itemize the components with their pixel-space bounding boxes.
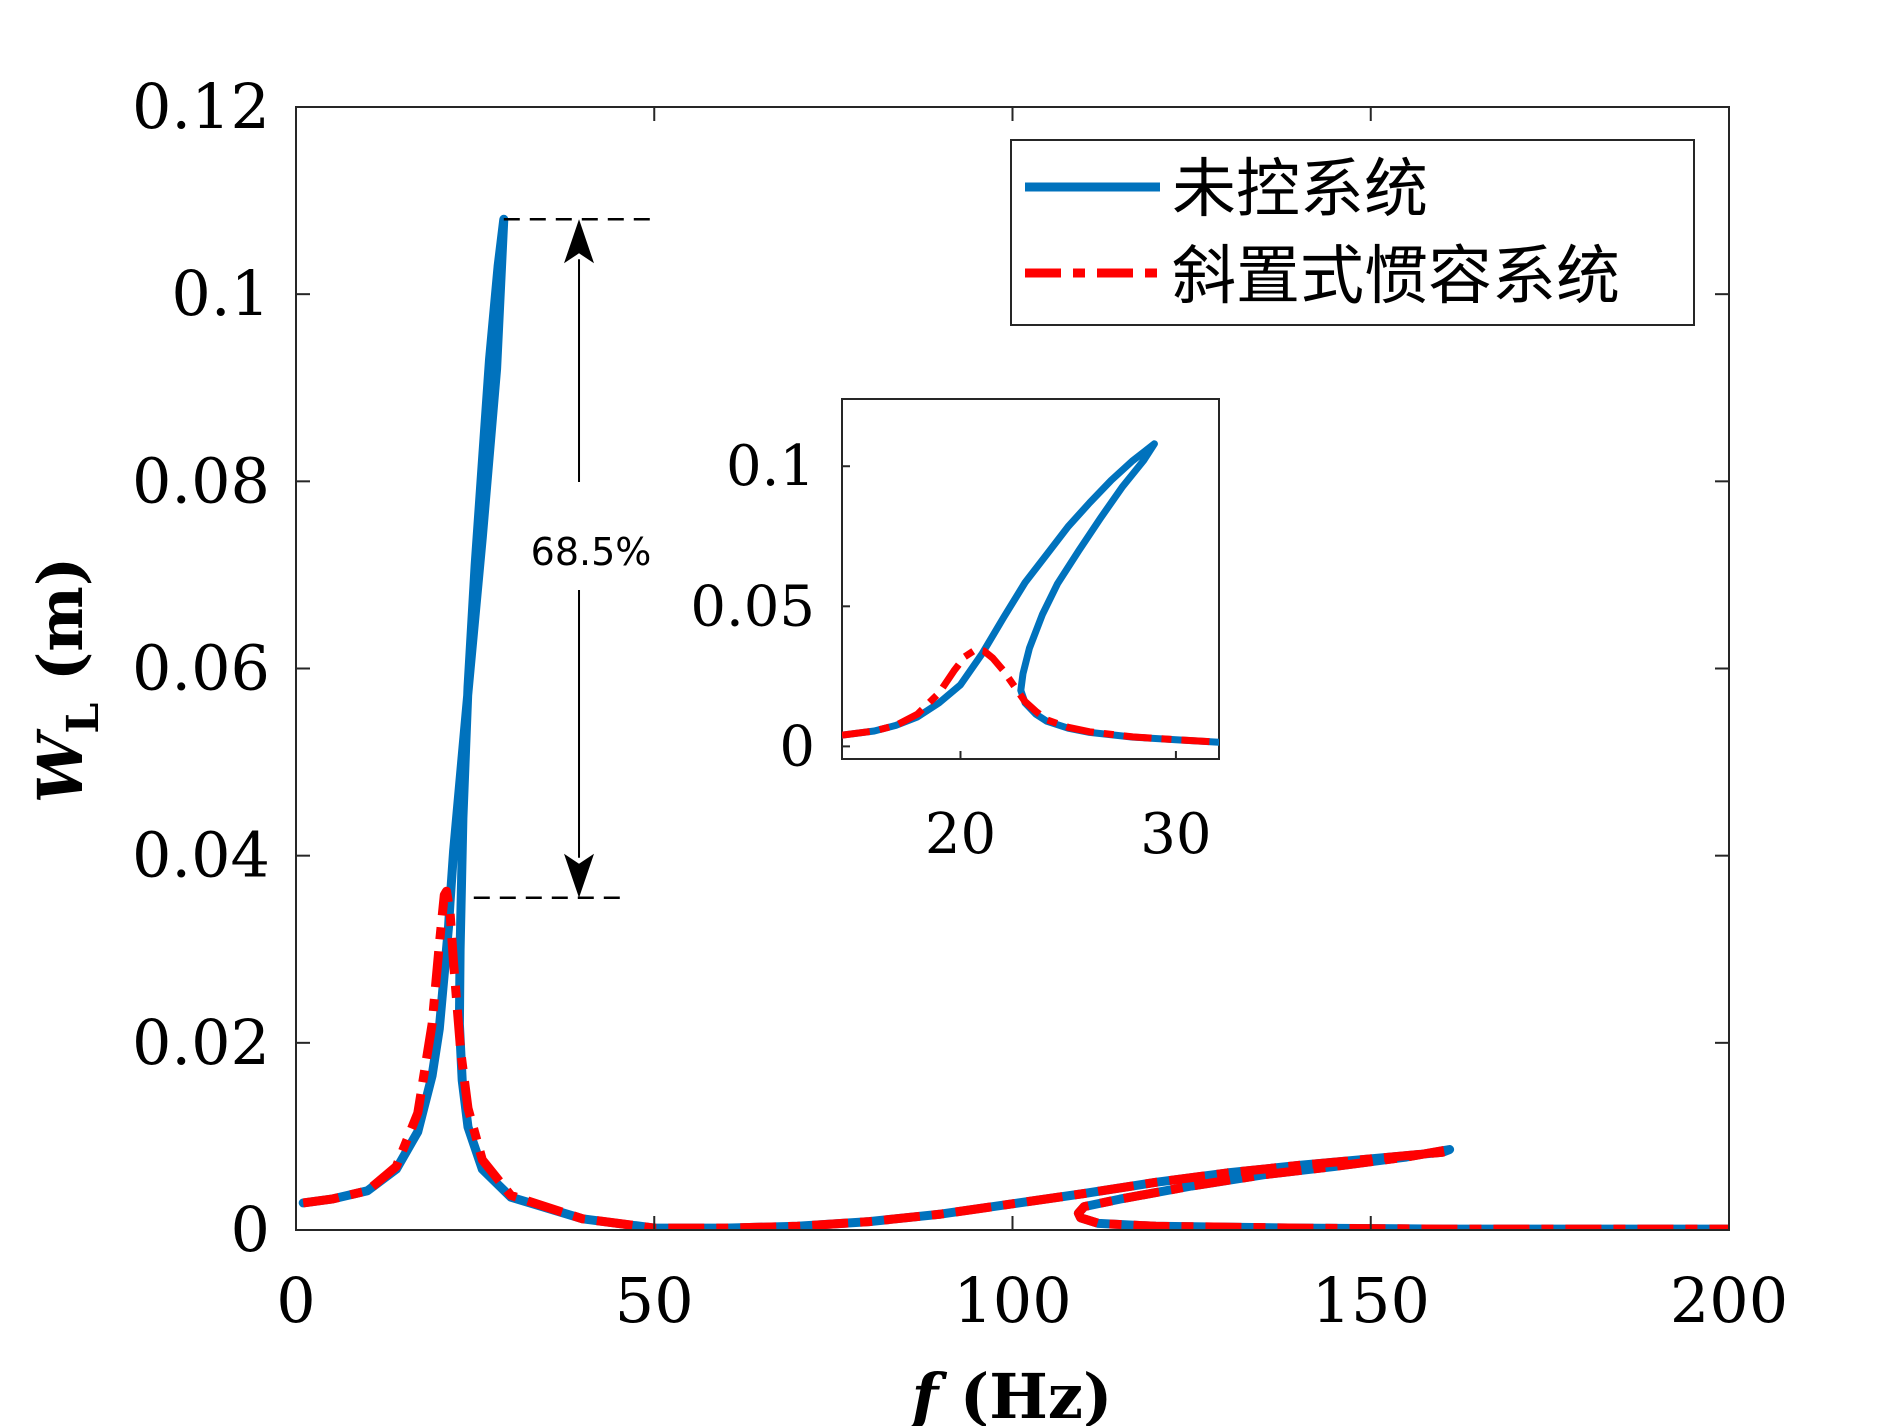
x-tick-label: 50 — [615, 1264, 694, 1337]
inset-tick-layer: 20 30 0 0.05 0.1 — [690, 434, 1211, 867]
inset-series-line-inerter — [842, 646, 1219, 746]
y-tick-label: 0.1 — [171, 257, 270, 330]
x-axis-label: f (Hz) — [908, 1360, 1113, 1426]
y-tick-label: 0.12 — [132, 70, 270, 143]
y-axis-unit: (m) — [24, 557, 97, 703]
x-tick-label: 200 — [1670, 1264, 1788, 1337]
arrow-head-down — [564, 853, 595, 898]
inset-x-tick-label: 20 — [925, 802, 996, 867]
legend-label-inerter: 斜置式惯容系统 — [1172, 240, 1620, 314]
inset-y-tick-label: 0.05 — [690, 574, 815, 639]
y-axis-variable: W — [24, 728, 97, 803]
y-axis-label: WL (m) — [24, 557, 109, 803]
legend-box — [1010, 139, 1695, 326]
y-tick-label: 0.04 — [132, 819, 270, 892]
reduction-annotation — [473, 218, 658, 900]
x-tick-label: 0 — [276, 1264, 315, 1337]
y-tick-label: 0.08 — [132, 444, 270, 517]
x-tick-label: 100 — [953, 1264, 1071, 1337]
legend-label-uncontrolled: 未控系统 — [1172, 153, 1428, 227]
x-tick-label: 150 — [1312, 1264, 1430, 1337]
y-tick-label: 0 — [231, 1193, 270, 1266]
series-line-inerter — [302, 886, 1729, 1230]
arrow-head-up — [564, 219, 595, 264]
inset-y-tick-label: 0.1 — [726, 434, 815, 499]
inset-series-line-uncontrolled — [842, 440, 1219, 746]
legend: 未控系统 斜置式惯容系统 — [1010, 139, 1695, 326]
y-axis-subscript: L — [58, 703, 109, 734]
main-series-layer — [298, 214, 1729, 1230]
y-tick-label: 0.02 — [132, 1006, 270, 1079]
inset-y-tick-label: 0 — [779, 714, 815, 779]
x-axis-unit: (Hz) — [938, 1360, 1112, 1426]
inset-x-tick-label: 30 — [1140, 802, 1211, 867]
y-tick-label: 0.06 — [132, 632, 270, 705]
reduction-percentage-label: 68.5% — [531, 530, 652, 574]
inset-series-layer — [842, 440, 1219, 746]
